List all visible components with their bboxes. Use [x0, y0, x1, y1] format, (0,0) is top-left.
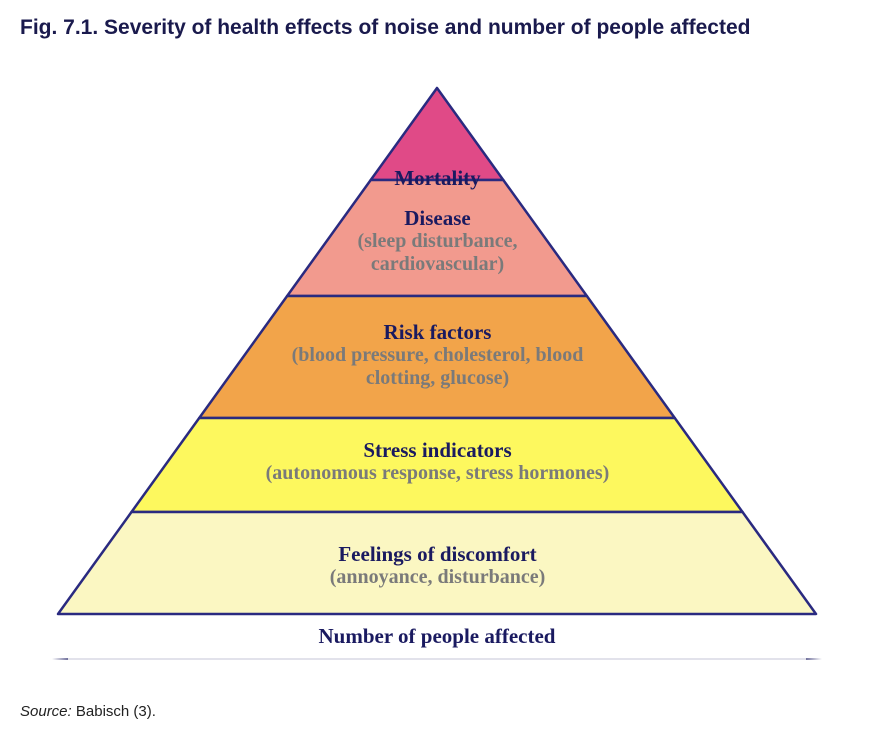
pyramid-tier-discomfort: [58, 512, 816, 614]
source-citation: Source: Babisch (3).: [20, 703, 156, 720]
axis-arrow: [52, 658, 822, 660]
pyramid-tier-disease: [287, 180, 587, 296]
pyramid-tier-stress-indicators: [131, 418, 742, 512]
source-text: Babisch (3).: [76, 703, 156, 720]
pyramid-container: MortalityDisease(sleep disturbance, card…: [0, 58, 875, 618]
axis-container: Number of people affected: [52, 630, 822, 670]
pyramid-tier-mortality: [371, 88, 504, 180]
pyramid-tier-risk-factors: [199, 296, 675, 418]
figure-title: Fig. 7.1. Severity of health effects of …: [0, 0, 875, 40]
source-prefix: Source:: [20, 703, 72, 720]
pyramid-svg: [0, 58, 875, 618]
axis-label: Number of people affected: [52, 624, 822, 649]
